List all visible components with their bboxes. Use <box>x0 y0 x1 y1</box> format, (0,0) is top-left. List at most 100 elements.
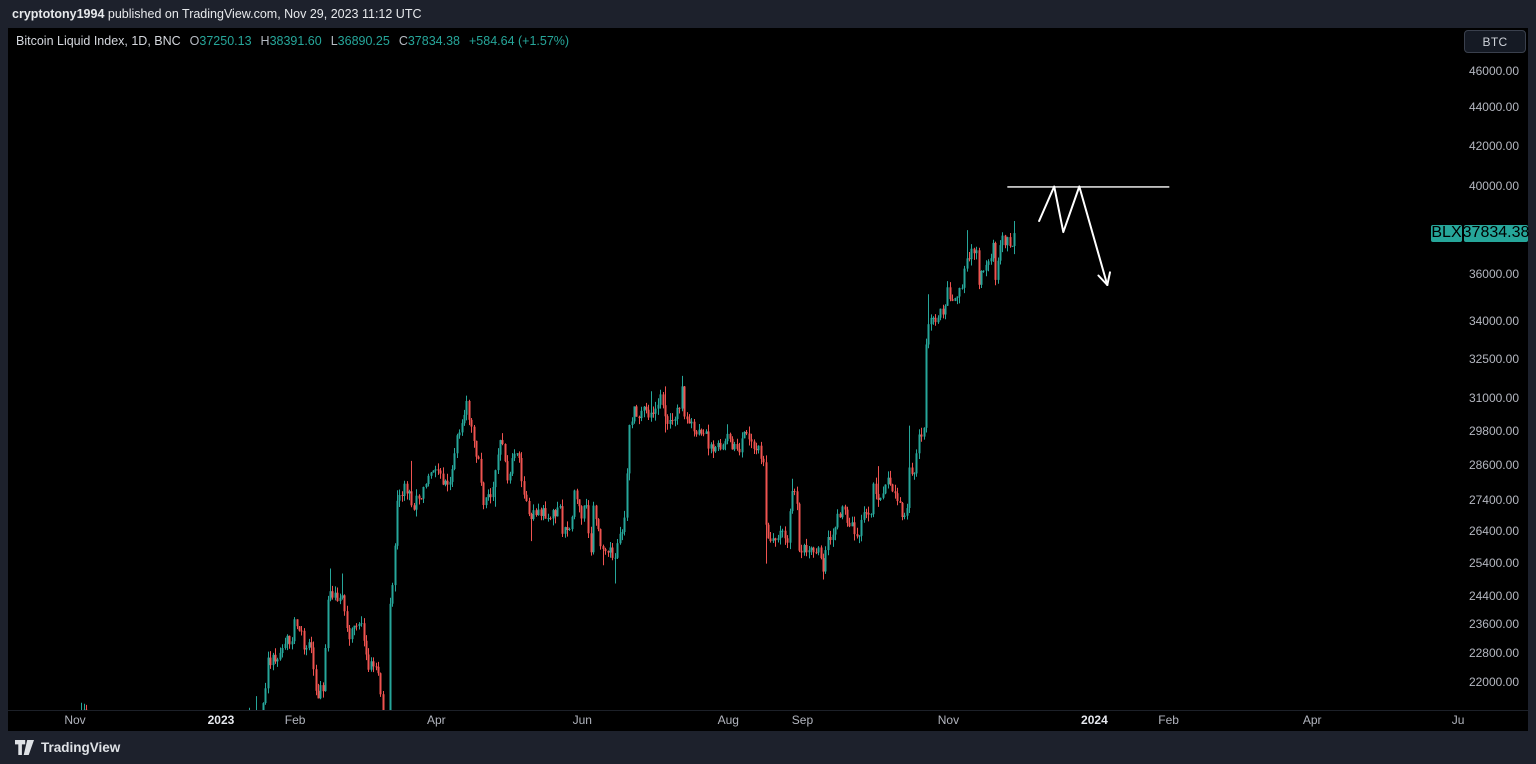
candle-down <box>765 462 768 525</box>
candle-down <box>303 630 306 650</box>
candle-up <box>982 270 985 272</box>
candle-up <box>592 505 595 553</box>
candle-up <box>913 473 916 475</box>
candle-up <box>267 657 270 689</box>
candle-up <box>946 287 949 306</box>
price-tick-label: 44000.00 <box>1468 100 1519 115</box>
ohlc-open: O 37250.13 <box>189 34 252 48</box>
chart-canvas[interactable] <box>8 28 1528 731</box>
candle-down <box>561 506 564 534</box>
symbol-title[interactable]: Bitcoin Liquid Index, 1D, BNC <box>16 34 181 48</box>
candle-up <box>458 432 461 436</box>
candle-up <box>834 527 837 535</box>
price-tick-label: 46000.00 <box>1468 63 1519 78</box>
candle-up <box>623 517 626 532</box>
candle-up <box>863 512 866 520</box>
candle-up <box>573 490 576 517</box>
price-tick-label: 24400.00 <box>1468 589 1519 604</box>
candle-up <box>461 423 464 433</box>
chart-panel[interactable]: Bitcoin Liquid Index, 1D, BNC O 37250.13 … <box>8 28 1529 731</box>
candle-down <box>894 491 897 494</box>
candle-up <box>444 480 447 485</box>
price-axis[interactable]: 46000.00 44000.00 42000.00 40000.00 36000.00… <box>1418 28 1528 710</box>
candle-up <box>726 433 729 442</box>
currency-toggle-button[interactable]: BTC <box>1464 30 1526 53</box>
candle-down <box>753 441 756 449</box>
candle-down <box>468 401 471 420</box>
projection-arrow-drawing[interactable] <box>1038 185 1109 286</box>
candle-up <box>272 654 275 666</box>
candle-down <box>702 433 705 435</box>
candle-up <box>915 453 918 474</box>
candle-down <box>695 431 698 435</box>
candle-up <box>992 242 995 259</box>
price-tick-label: 22800.00 <box>1468 645 1519 660</box>
candle-down <box>317 690 320 699</box>
price-tick-label: 28600.00 <box>1468 457 1519 472</box>
candle-down <box>760 445 763 459</box>
candle-up <box>705 431 708 434</box>
candle-up <box>908 467 911 508</box>
candle-down <box>296 619 299 627</box>
time-axis[interactable]: Nov 2023 Feb Apr Jun Aug Sep Nov 2024 Feb Apr Ju <box>8 710 1464 731</box>
candle-up <box>370 661 373 670</box>
candle-up <box>858 535 861 537</box>
candle-down <box>473 426 476 441</box>
candle-up <box>937 317 940 323</box>
candle-down <box>315 669 318 691</box>
candle-down <box>288 635 291 645</box>
candle-down <box>401 495 404 496</box>
candle-down <box>736 444 739 449</box>
candle-up <box>360 623 363 625</box>
tradingview-logo-icon[interactable] <box>15 740 34 755</box>
candle-down <box>748 433 751 440</box>
price-tick-label: 40000.00 <box>1468 179 1519 194</box>
candle-up <box>425 484 428 487</box>
candle-down <box>949 287 952 300</box>
candle-up <box>963 268 966 288</box>
candle-down <box>528 501 531 515</box>
candle-down <box>712 444 715 452</box>
candle-down <box>331 591 334 598</box>
candle-up <box>463 414 466 424</box>
candle-down <box>439 470 442 474</box>
candle-up <box>449 481 452 485</box>
candle-down <box>729 433 732 439</box>
candle-down <box>504 444 507 462</box>
price-tick-label: 34000.00 <box>1468 314 1519 329</box>
candle-up <box>824 550 827 572</box>
candle-up <box>358 624 361 626</box>
candle-up <box>1013 233 1016 246</box>
candle-up <box>650 412 653 418</box>
candle-down <box>346 611 349 628</box>
candle-up <box>547 518 550 520</box>
candle-down <box>525 494 528 501</box>
candle-up <box>494 470 497 488</box>
candle-down <box>920 434 923 437</box>
candle-up <box>537 509 540 516</box>
candle-up <box>327 599 330 649</box>
change-value: +584.64 (+1.57%) <box>468 34 570 48</box>
candle-down <box>671 420 674 421</box>
candle-down <box>602 546 605 549</box>
candle-up <box>757 445 760 451</box>
time-tick-label: Nov <box>64 713 86 727</box>
candle-up <box>1011 246 1014 247</box>
candle-down <box>664 405 667 417</box>
candle-down <box>549 518 552 520</box>
candle-up <box>872 483 875 515</box>
candle-down <box>815 552 818 554</box>
candle-down <box>865 512 868 514</box>
candle-up <box>279 652 282 660</box>
candle-down <box>688 419 691 424</box>
candle-up <box>657 404 660 409</box>
candle-down <box>410 491 413 506</box>
candle-down <box>973 248 976 254</box>
candle-up <box>903 515 906 517</box>
candle-down <box>595 505 598 520</box>
candle-up <box>961 287 964 289</box>
candle-up <box>966 258 969 269</box>
candle-down <box>731 438 734 450</box>
candle-up <box>305 648 308 650</box>
footer-brand-text[interactable]: TradingView <box>41 740 121 755</box>
